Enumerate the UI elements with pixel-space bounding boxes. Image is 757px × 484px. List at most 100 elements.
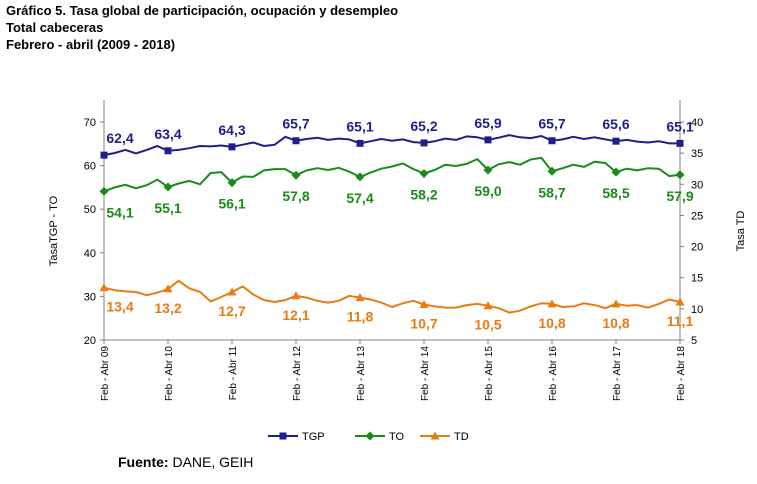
data-label-td: 12,7 <box>218 303 245 319</box>
data-label-td: 10,8 <box>538 315 565 331</box>
y-tick-label: 60 <box>84 161 96 173</box>
chart-series: 62,4 63,4 64,3 65,7 65,1 65,2 65,9 65,7 65,6 65,1… <box>99 115 694 333</box>
x-tick-label: Feb - Abr 09 <box>100 346 111 401</box>
data-label-to: 58,5 <box>602 185 629 201</box>
data-label-to: 57,8 <box>282 188 309 204</box>
source-text: DANE, GEIH <box>172 454 254 470</box>
chart-title: Gráfico 5. Tasa global de participación,… <box>6 3 399 18</box>
x-tick-label: Feb - Abr 14 <box>420 346 431 401</box>
data-label-tgp: 62,4 <box>106 130 133 146</box>
data-label-to: 58,7 <box>538 184 565 200</box>
data-point-tgp <box>292 137 300 145</box>
y2-tick-label: 30 <box>691 179 703 191</box>
chart-axes: 20 30 40 50 60 70 5 10 15 20 25 30 35 40 TasaTGP - TO T… <box>48 100 747 401</box>
data-point-td <box>611 299 621 308</box>
y-tick-label: 20 <box>84 335 96 347</box>
data-point-tgp <box>228 143 236 151</box>
data-point-tgp <box>484 136 492 144</box>
data-label-to: 58,2 <box>410 186 437 202</box>
y2-tick-label: 35 <box>691 148 703 160</box>
data-point-to <box>163 182 173 192</box>
data-point-td <box>355 293 365 302</box>
data-label-to: 59,0 <box>474 183 501 199</box>
legend-label-td: TD <box>454 431 469 443</box>
x-tick-label: Feb - Abr 11 <box>228 346 239 401</box>
data-label-to: 54,1 <box>106 204 133 220</box>
y2-tick-label: 40 <box>691 117 703 129</box>
data-point-tgp <box>100 151 108 159</box>
series-line-tgp <box>103 134 680 157</box>
data-point-td <box>419 299 429 308</box>
data-label-tgp: 64,3 <box>218 122 245 138</box>
chart-period: Febrero - abril (2009 - 2018) <box>6 37 176 52</box>
series-line-td <box>103 279 681 314</box>
data-label-td: 11,1 <box>667 313 694 329</box>
data-label-tgp: 65,7 <box>538 116 565 132</box>
data-point-to <box>355 172 365 182</box>
data-label-td: 13,4 <box>106 299 133 315</box>
data-point-td <box>547 299 557 308</box>
data-label-to: 57,4 <box>346 190 373 206</box>
data-label-tgp: 65,1 <box>666 118 693 134</box>
y2-tick-label: 5 <box>691 335 697 347</box>
data-label-td: 11,8 <box>347 309 374 325</box>
data-label-to: 57,9 <box>666 188 693 204</box>
y-tick-label: 30 <box>84 291 96 303</box>
y2-tick-label: 15 <box>691 273 703 285</box>
data-point-td <box>227 287 237 296</box>
y-tick-label: 40 <box>84 248 96 260</box>
legend-marker-to <box>365 431 375 441</box>
data-label-tgp: 65,9 <box>474 115 501 131</box>
y-tick-label: 50 <box>84 204 96 216</box>
x-tick-label: Feb - Abr 13 <box>356 346 367 401</box>
y-tick-label: 70 <box>84 117 96 129</box>
data-point-tgp <box>676 139 684 147</box>
legend-marker-tgp <box>279 432 287 440</box>
data-label-tgp: 65,6 <box>602 116 629 132</box>
legend-marker-td <box>430 431 440 440</box>
legend-label-tgp: TGP <box>302 431 325 443</box>
x-tick-label: Feb - Abr 16 <box>548 346 559 401</box>
data-label-tgp: 63,4 <box>154 126 181 142</box>
y2-tick-label: 10 <box>691 304 703 316</box>
data-point-tgp <box>420 139 428 147</box>
data-point-to <box>675 170 685 180</box>
x-tick-label: Feb - Abr 12 <box>292 346 303 401</box>
data-label-tgp: 65,7 <box>282 116 309 132</box>
data-point-tgp <box>164 147 172 155</box>
data-point-to <box>483 165 493 175</box>
data-point-to <box>547 166 557 176</box>
data-point-td <box>99 283 109 292</box>
y2-tick-label: 20 <box>691 242 703 254</box>
source-note: Fuente: DANE, GEIH <box>118 454 253 470</box>
chart-legend: TGP TO TD <box>268 431 469 443</box>
x-tick-label: Feb - Abr 15 <box>484 346 495 401</box>
chart-subtitle: Total cabeceras <box>6 20 104 35</box>
data-point-td <box>291 291 301 300</box>
y2-axis-title: Tasa TD <box>735 211 747 252</box>
x-tick-label: Feb - Abr 18 <box>676 346 687 401</box>
data-point-to <box>227 178 237 188</box>
data-point-td <box>163 284 173 293</box>
data-label-td: 10,7 <box>410 315 437 331</box>
data-point-to <box>291 170 301 180</box>
series-line-to <box>103 156 681 193</box>
x-tick-label: Feb - Abr 10 <box>164 346 175 401</box>
source-label: Fuente: <box>118 454 169 470</box>
data-label-td: 10,5 <box>474 317 501 333</box>
x-tick-label: Feb - Abr 17 <box>612 346 623 401</box>
data-point-tgp <box>612 137 620 145</box>
y-axis-title: TasaTGP - TO <box>48 195 60 266</box>
data-label-td: 12,1 <box>282 307 309 323</box>
data-label-tgp: 65,2 <box>410 118 437 134</box>
data-label-to: 55,1 <box>154 200 181 216</box>
data-point-to <box>419 168 429 178</box>
legend-label-to: TO <box>389 431 405 443</box>
data-point-to <box>99 186 109 196</box>
data-label-to: 56,1 <box>218 196 245 212</box>
data-label-td: 10,8 <box>602 315 629 331</box>
data-label-tgp: 65,1 <box>346 118 373 134</box>
data-point-tgp <box>356 139 364 147</box>
data-point-to <box>611 167 621 177</box>
